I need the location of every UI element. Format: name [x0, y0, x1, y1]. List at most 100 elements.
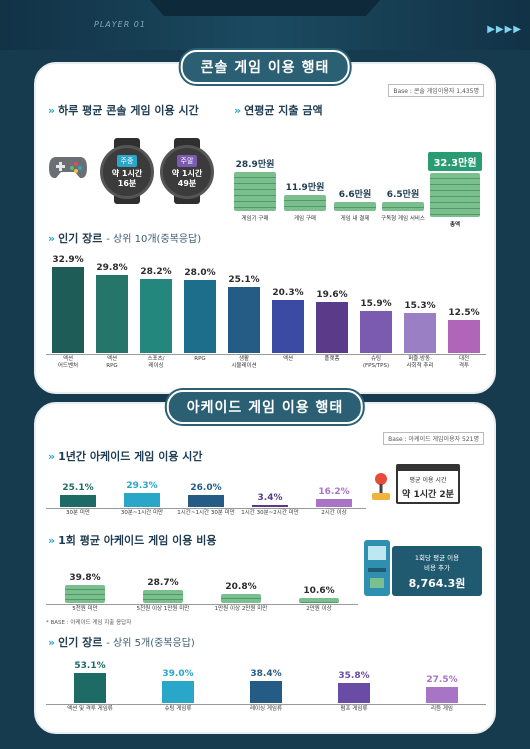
bar-value-label: 35.8%: [338, 671, 370, 681]
header-tab-decoration: [150, 0, 380, 16]
spend-label: 게임 내 결제: [340, 216, 370, 222]
money-stack-icon: [334, 202, 376, 211]
money-stack-icon: [234, 172, 276, 211]
bar-category-label: 액션 어드벤처: [57, 356, 79, 369]
bar-value-label: 28.2%: [140, 267, 172, 277]
bar-category-label: 액션 RPG: [106, 356, 118, 369]
daily-time-heading: » 하루 평균 콘솔 게임 이용 시간: [48, 104, 199, 117]
bar-item: 15.9% 슈팅 (FPS/TPS): [360, 299, 392, 370]
spend-amount: 6.5만원: [386, 190, 420, 200]
average-time-value: 약 1시간 2분: [402, 490, 454, 500]
bar-category-label: 30분 미만: [66, 510, 90, 516]
bar: [228, 287, 260, 353]
arcade-time-heading: » 1년간 아케이드 게임 이용 시간: [48, 450, 203, 463]
bar-category-label: 1만원 이상 2만원 미만: [214, 606, 268, 612]
average-time-calendar: 평균 이용 시간 약 1시간 2분: [396, 464, 460, 504]
bar: [74, 673, 106, 703]
average-cost-label-2: 비용 추가: [424, 564, 450, 572]
bar: [188, 495, 224, 507]
bar: [448, 320, 480, 353]
chart-baseline: [46, 604, 358, 605]
bar-item: 16.2% 2시간 이상: [316, 487, 352, 517]
bar-item: 3.4% 1시간 30분~2시간 미만: [241, 493, 299, 517]
bar-value-label: 19.6%: [316, 290, 348, 300]
bar-item: 26.0% 1시간~1시간 30분 미만: [177, 483, 235, 517]
bar-value-label: 15.3%: [404, 301, 436, 311]
bar-value-label: 53.1%: [74, 661, 106, 671]
bar: [96, 275, 128, 353]
spend-item: 32.3만원 총액: [428, 152, 482, 228]
bar-value-label: 28.7%: [147, 578, 179, 588]
bar: [221, 594, 261, 603]
bar: [52, 267, 84, 353]
bar-item: 29.8% 액션 RPG: [96, 263, 128, 370]
spend-item: 11.9만원 게임 구매: [284, 180, 326, 222]
console-genre-heading: » 인기 장르 - 상위 10개(중복응답): [48, 232, 202, 245]
bar-category-label: 플랫폼: [324, 356, 340, 362]
money-stack-icon: [430, 173, 480, 217]
chart-baseline: [46, 508, 366, 509]
arcade-genre-heading: » 인기 장르 - 상위 5개(중복응답): [48, 636, 195, 649]
bar: [272, 300, 304, 353]
cost-note: * BASE : 아케이드 게임 지출 응답자: [46, 620, 132, 626]
bar-category-label: RPG: [194, 356, 206, 362]
chevron-icon: »: [48, 232, 56, 245]
money-stack-icon: [284, 195, 326, 211]
bar: [360, 311, 392, 353]
bar-value-label: 27.5%: [426, 675, 458, 685]
weekend-value: 약 1시간 49분: [171, 169, 203, 188]
bar-item: 29.3% 30분~1시간 미만: [121, 481, 163, 517]
bar: [252, 505, 288, 507]
arrows-decoration: ▶▶▶▶: [487, 24, 522, 35]
spend-amount: 28.9만원: [235, 160, 275, 170]
arcade-panel: 아케이드 게임 이용 행태 Base : 아케이드 게임이용자 521명 » 1년…: [34, 390, 496, 734]
bar: [338, 683, 370, 703]
bar-category-label: 슈팅 (FPS/TPS): [362, 356, 390, 369]
chevron-icon: »: [48, 450, 56, 463]
chart-baseline: [46, 354, 486, 355]
bar-category-label: 생활 시뮬레이션: [231, 356, 257, 369]
bar-item: 19.6% 플랫폼: [316, 290, 348, 363]
money-stack-icon: [382, 202, 424, 211]
bar: [124, 493, 160, 507]
bar-category-label: 1시간~1시간 30분 미만: [177, 510, 235, 516]
bar-item: 32.9% 액션 어드벤처: [52, 255, 84, 370]
bar-value-label: 38.4%: [250, 669, 282, 679]
bar-value-label: 28.0%: [184, 268, 216, 278]
chevron-icon: »: [48, 636, 56, 649]
chevron-icon: »: [48, 534, 56, 547]
bar-value-label: 32.9%: [52, 255, 84, 265]
bar: [65, 585, 105, 603]
bar-category-label: 리듬 게임: [431, 706, 453, 712]
bar-item: 12.5% 대전 격투: [448, 308, 480, 370]
bar-item: 38.4% 레이싱 게임류: [250, 669, 282, 713]
bar: [316, 499, 352, 507]
bar-value-label: 26.0%: [190, 483, 222, 493]
bar-item: 28.0% RPG: [184, 268, 216, 363]
bar: [250, 681, 282, 703]
bar-value-label: 10.6%: [303, 586, 335, 596]
console-base-note: Base : 콘솔 게임이용자 1,435명: [388, 84, 484, 97]
bar-category-label: 레이싱 게임류: [249, 706, 283, 712]
average-time-label: 평균 이용 시간: [409, 477, 447, 484]
player-label: PLAYER 01: [94, 20, 146, 29]
average-cost-value: 8,764.3원: [408, 577, 466, 590]
bar: [426, 687, 458, 703]
bar-value-label: 29.8%: [96, 263, 128, 273]
weekday-watch: 주중 약 1시간 16분: [100, 138, 154, 204]
bar-category-label: 스포츠/ 레이싱: [147, 356, 165, 369]
bar-category-label: 2시간 이상: [321, 510, 347, 516]
bar-value-label: 39.0%: [162, 669, 194, 679]
weekend-watch: 주말 약 1시간 49분: [160, 138, 214, 204]
bar: [162, 681, 194, 703]
page-header: PLAYER 01 ▶▶▶▶: [0, 0, 530, 50]
bar-item: 20.8% 1만원 이상 2만원 미만: [215, 582, 268, 613]
spend-amount: 6.6만원: [338, 190, 372, 200]
bar-item: 28.7% 5천원 이상 1만원 미만: [137, 578, 190, 613]
average-cost-label-1: 1회당 평균 이용: [414, 554, 460, 562]
bar-value-label: 3.4%: [257, 493, 283, 503]
bar: [316, 302, 348, 353]
console-section-title: 콘솔 게임 이용 행태: [180, 50, 350, 84]
bar: [404, 313, 436, 353]
bar-item: 39.0% 슈팅 게임류: [162, 669, 194, 713]
